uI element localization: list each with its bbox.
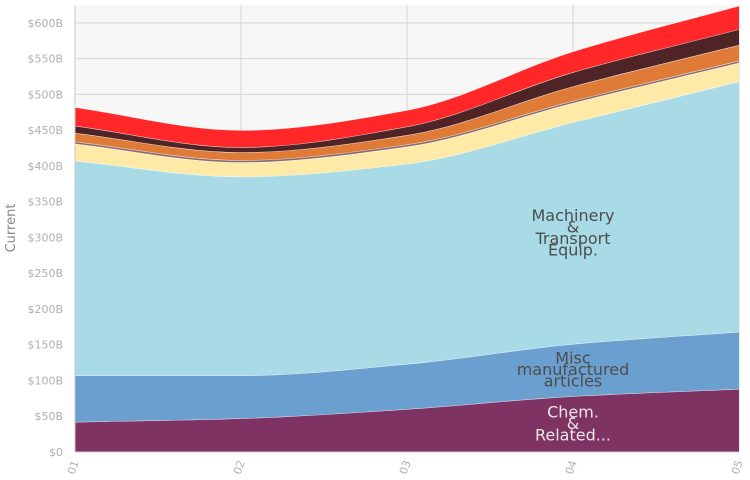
- area-series-edge-8: [74, 5, 740, 131]
- x-tick-label: 01: [65, 459, 82, 477]
- y-tick-label: $550B: [27, 53, 63, 66]
- y-tick-label: $450B: [27, 124, 63, 137]
- x-tick-label: 04: [563, 459, 580, 477]
- x-tick-label: 02: [231, 459, 248, 477]
- y-tick-label: $500B: [27, 88, 63, 101]
- area-series-2: [75, 331, 739, 422]
- area-label-layer: Chem.&Related...Miscmanufacturedarticles…: [517, 206, 630, 445]
- area-label-line: Transport: [534, 229, 610, 248]
- area-series-5: [75, 60, 739, 163]
- area-label-line: Machinery: [531, 206, 614, 225]
- y-tick-label: $100B: [27, 374, 63, 387]
- area-series-3: [75, 81, 739, 376]
- area-label-line: &: [567, 217, 579, 236]
- y-tick-label: $350B: [27, 196, 63, 209]
- area-series-1: [75, 389, 739, 452]
- y-tick-label: $250B: [27, 267, 63, 280]
- area-label-line: articles: [544, 372, 603, 391]
- area-label-line: manufactured: [517, 360, 630, 379]
- y-tick-label: $0: [49, 446, 63, 459]
- area-series-8: [75, 5, 739, 148]
- x-tick-label: 03: [397, 459, 414, 477]
- y-tick-label: $150B: [27, 339, 63, 352]
- y-tick-label: $300B: [27, 231, 63, 244]
- area-series-4: [75, 62, 739, 177]
- axis-layer: $0 $50B $100B $150B $200B $250B $300B $350B $400…: [27, 5, 746, 477]
- x-tick-label: 05: [729, 459, 746, 477]
- area-label-line: Equip.: [548, 240, 598, 259]
- area-layer: [74, 5, 740, 452]
- area-label-line: Related...: [535, 426, 611, 445]
- area-series-6: [75, 45, 739, 161]
- y-tick-label: $50B: [34, 410, 63, 423]
- y-tick-label: $600B: [27, 17, 63, 30]
- y-tick-label: $200B: [27, 303, 63, 316]
- y-tick-label: $400B: [27, 160, 63, 173]
- area-label-line: Chem.: [547, 403, 599, 422]
- area-label-line: Misc: [555, 349, 590, 368]
- area-series-7: [75, 29, 739, 153]
- y-axis-title: Current: [4, 204, 19, 253]
- area-label-line: &: [567, 414, 579, 433]
